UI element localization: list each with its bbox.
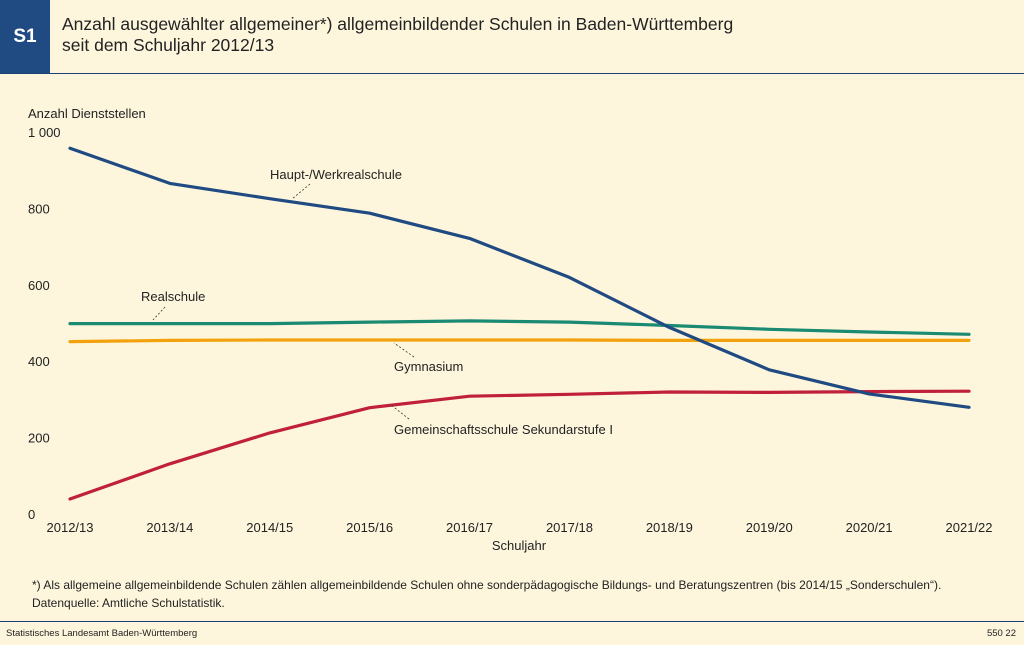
- chart-number-badge: S1: [0, 0, 50, 73]
- y-tick-label: 600: [28, 278, 50, 293]
- chart-title: Anzahl ausgewählter allgemeiner*) allgem…: [62, 14, 733, 56]
- chart-code: 550 22: [986, 628, 1016, 639]
- series-label: Realschule: [141, 289, 205, 304]
- x-tick-label: 2019/20: [746, 520, 793, 535]
- x-tick-label: 2017/18: [546, 520, 593, 535]
- series-label: Haupt-/Werkrealschule: [270, 167, 402, 182]
- series-label-leader: [152, 306, 166, 321]
- x-tick-label: 2021/22: [946, 520, 993, 535]
- x-tick-label: 2020/21: [846, 520, 893, 535]
- y-tick-label: 400: [28, 354, 50, 369]
- data-source: Datenquelle: Amtliche Schulstatistik.: [32, 596, 225, 610]
- series-line: [68, 146, 971, 409]
- y-axis-ticks: 0 200 400 600 800 1 000: [28, 125, 61, 522]
- footer-divider: [0, 621, 1024, 622]
- x-tick-label: 2018/19: [646, 520, 693, 535]
- series-line: [68, 338, 971, 344]
- series-label: Gemeinschaftsschule Sekundarstufe I: [394, 422, 613, 437]
- series-labels: Haupt-/Werkrealschule Realschule Gymnasium…: [141, 167, 613, 437]
- x-tick-label: 2014/15: [246, 520, 293, 535]
- chart-title-line-2: seit dem Schuljahr 2012/13: [62, 35, 275, 55]
- line-chart: Anzahl Dienststellen Schuljahr 0 200 400 60…: [28, 106, 993, 553]
- series-label-leader: [390, 404, 410, 420]
- y-tick-label: 200: [28, 431, 50, 446]
- footnote-text: *) Als allgemeine allgemeinbildende Schu…: [32, 578, 942, 592]
- chart-header: S1 Anzahl ausgewählter allgemeiner*) all…: [0, 0, 1024, 74]
- x-tick-label: 2015/16: [346, 520, 393, 535]
- series-line: [68, 389, 971, 501]
- x-axis-label: Schuljahr: [492, 538, 547, 553]
- x-axis-ticks: 2012/13 2013/14 2014/15 2015/16 2016/17 2017/…: [47, 520, 993, 535]
- series-line: [68, 319, 971, 336]
- x-tick-label: 2016/17: [446, 520, 493, 535]
- y-tick-label: 800: [28, 201, 50, 216]
- series-lines: [68, 146, 971, 501]
- series-label-leader: [291, 183, 311, 200]
- x-tick-label: 2012/13: [47, 520, 94, 535]
- series-label: Gymnasium: [394, 359, 463, 374]
- publisher-label: Statistisches Landesamt Baden-Württember…: [6, 628, 198, 639]
- y-tick-label: 1 000: [28, 125, 61, 140]
- series-label-leader: [393, 342, 415, 358]
- footnote: *) Als allgemeine allgemeinbildende Schu…: [32, 576, 941, 612]
- chart-title-line-1: Anzahl ausgewählter allgemeiner*) allgem…: [62, 14, 734, 34]
- y-tick-label: 0: [28, 507, 35, 522]
- x-tick-label: 2013/14: [146, 520, 193, 535]
- y-axis-label: Anzahl Dienststellen: [28, 106, 146, 121]
